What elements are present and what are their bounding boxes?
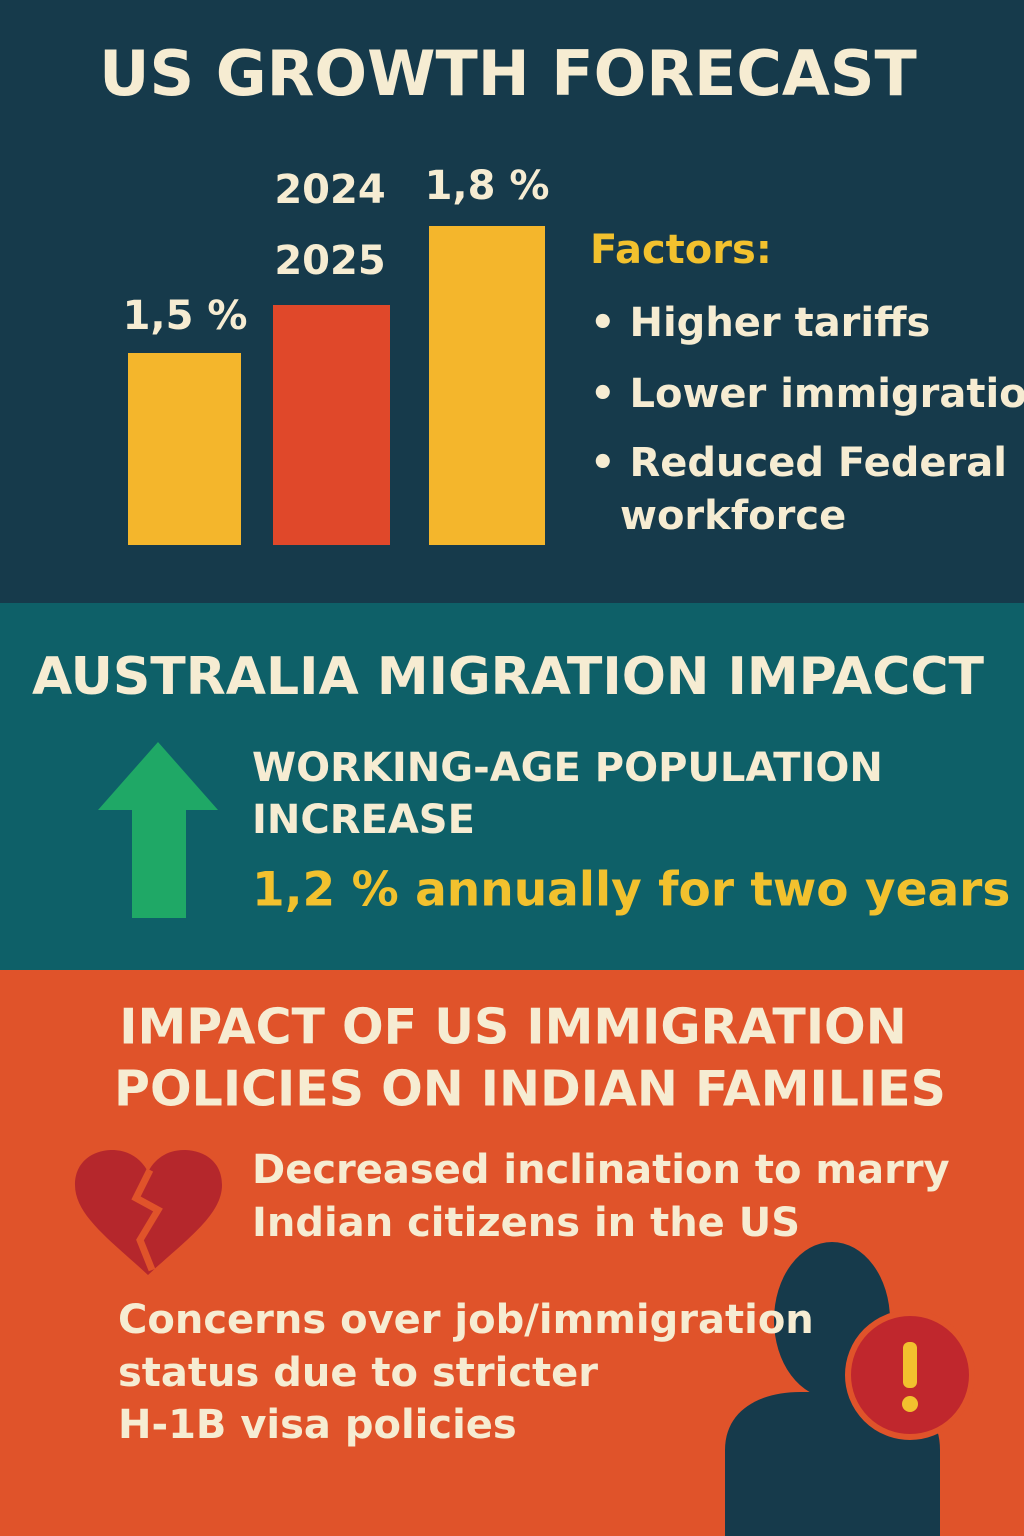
text-line: Concerns over job/immigration — [118, 1297, 814, 1343]
title: US GROWTH FORECAST — [99, 37, 917, 110]
factors-heading: Factors: — [590, 227, 772, 273]
text-line: WORKING-AGE POPULATION — [252, 745, 883, 791]
broken-heart — [75, 1150, 222, 1275]
bar — [128, 353, 241, 545]
title: AUSTRALIA MIGRATION IMPACCT — [32, 647, 985, 707]
bar-label: 2024 — [274, 167, 385, 213]
heart-crack — [131, 1168, 163, 1272]
bar — [273, 305, 390, 545]
text-line: INCREASE — [252, 797, 475, 843]
title: IMPACT OF US IMMIGRATION — [119, 999, 906, 1056]
bar — [429, 226, 545, 545]
bar-label: 2025 — [274, 238, 385, 284]
bar-label: 1,8 % — [425, 163, 550, 209]
factor: workforce — [620, 493, 846, 539]
alert-dot — [902, 1396, 918, 1412]
up-arrow — [98, 742, 218, 918]
text-line: Indian citizens in the US — [252, 1200, 800, 1246]
title: POLICIES ON INDIAN FAMILIES — [114, 1061, 946, 1118]
alert-mark — [903, 1342, 917, 1388]
factor: • Reduced Federal — [590, 440, 1007, 486]
text-line: status due to stricter — [118, 1350, 598, 1396]
text-line: Decreased inclination to marry — [252, 1147, 950, 1193]
factor: • Lower immigration — [590, 371, 1024, 417]
highlight: 1,2 % annually for two years — [252, 863, 1010, 918]
factor: • Higher tariffs — [590, 300, 930, 346]
text-line: H-1B visa policies — [118, 1402, 517, 1448]
bar-label: 1,5 % — [123, 293, 248, 339]
